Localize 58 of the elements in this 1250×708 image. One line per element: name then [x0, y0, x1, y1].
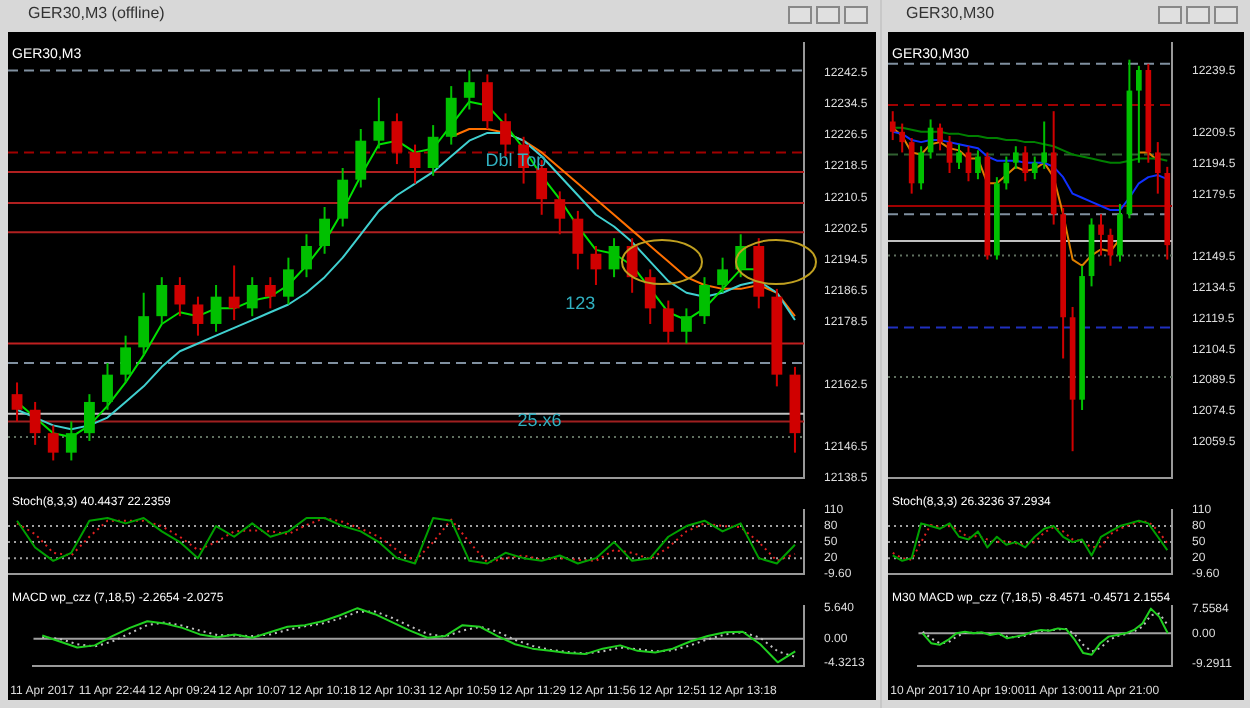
candlestick — [937, 122, 943, 152]
candlestick — [138, 291, 150, 357]
candlestick — [1031, 155, 1038, 181]
candlestick — [156, 276, 168, 325]
candlestick — [680, 307, 692, 345]
candlestick — [65, 420, 77, 462]
candlestick — [965, 145, 972, 183]
candlestick — [699, 276, 710, 325]
candlestick — [228, 264, 240, 322]
candlestick — [946, 134, 953, 175]
candlestick — [608, 237, 620, 279]
candlestick — [975, 149, 981, 181]
candlestick — [1022, 145, 1029, 183]
candlestick — [889, 110, 896, 142]
candlestick — [83, 393, 95, 442]
candlestick — [1098, 213, 1104, 257]
chart-title: GER30,M30 — [906, 4, 995, 22]
candlestick — [918, 145, 924, 191]
candlestick — [463, 69, 475, 111]
candlestick — [445, 85, 457, 146]
candlestick — [626, 237, 638, 294]
candlestick — [1003, 155, 1010, 191]
candlestick — [554, 190, 566, 236]
candlestick — [47, 424, 59, 462]
candlestick — [1012, 145, 1019, 170]
candlestick — [899, 122, 906, 154]
candlestick — [301, 233, 312, 279]
candlestick — [355, 127, 367, 189]
candlestick — [481, 73, 493, 130]
candlestick — [174, 276, 186, 318]
candlestick — [337, 166, 349, 228]
candlestick — [908, 136, 915, 195]
candlestick — [102, 361, 113, 411]
candlestick — [1154, 141, 1161, 195]
candlestick — [662, 299, 674, 345]
candlestick — [210, 283, 222, 333]
candlestick — [717, 256, 729, 294]
annotation: 123 — [565, 293, 596, 314]
candlestick — [1117, 202, 1123, 263]
candlestick — [373, 96, 385, 150]
candlestick — [427, 124, 439, 177]
chart-title: GER30,M3 (offline) — [28, 4, 165, 22]
candlestick — [409, 143, 421, 185]
candlestick — [644, 268, 656, 325]
candlestick — [246, 276, 258, 318]
candlestick — [1041, 120, 1048, 170]
candlestick — [1136, 64, 1142, 164]
candlestick — [282, 256, 294, 306]
candlestick — [11, 381, 23, 423]
candlestick — [29, 400, 41, 446]
annotation: Dbl Top — [485, 149, 547, 170]
candlestick — [319, 205, 331, 255]
candlestick — [572, 209, 584, 271]
candlestick — [956, 143, 962, 170]
candlestick — [264, 276, 276, 310]
candlestick — [120, 334, 132, 384]
candlestick — [192, 295, 204, 337]
candlestick — [391, 112, 403, 166]
